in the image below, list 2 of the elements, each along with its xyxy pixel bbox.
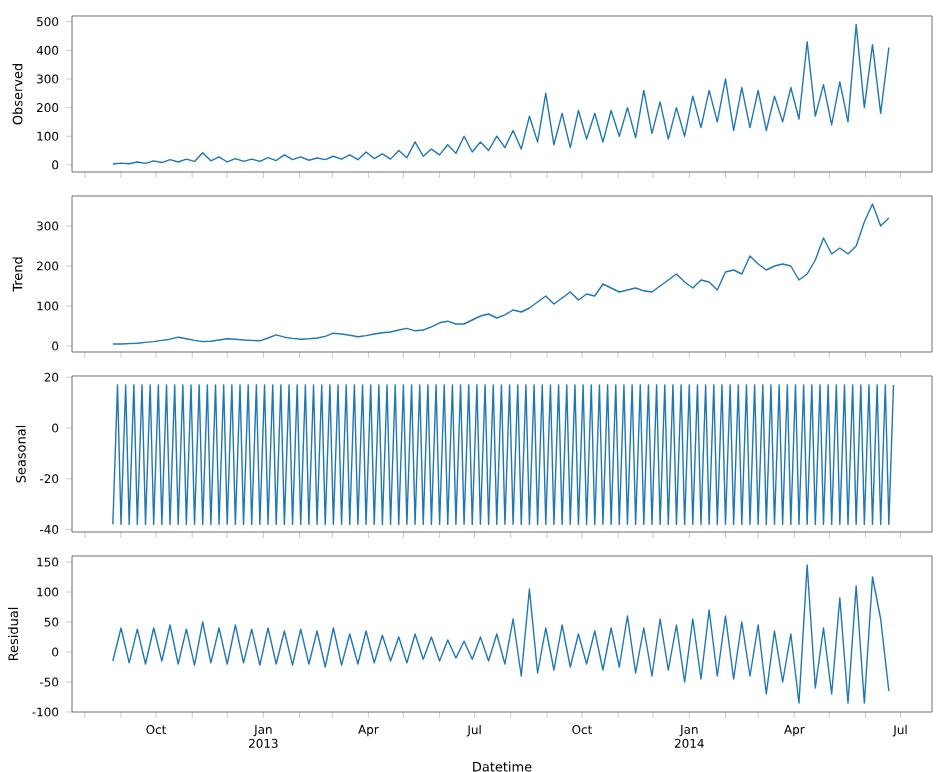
line-series	[112, 23, 890, 165]
line-series	[112, 564, 890, 704]
